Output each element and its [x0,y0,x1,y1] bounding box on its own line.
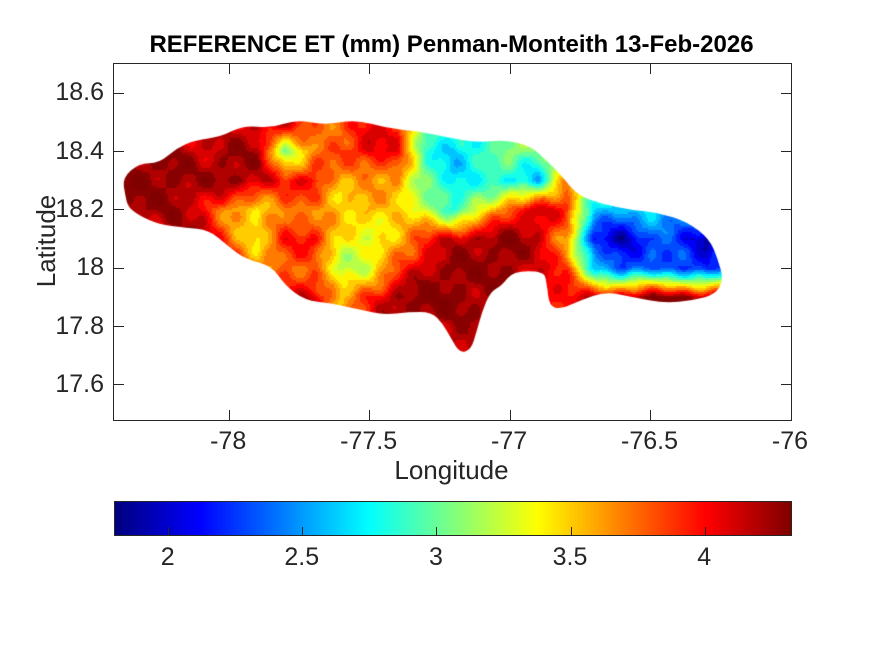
x-tick-mark-bottom [228,410,230,420]
y-tick-label: 17.6 [55,369,104,398]
colorbar-tick-mark [436,527,438,535]
plot-title: REFERENCE ET (mm) Penman-Monteith 13-Feb… [149,31,754,58]
y-tick-mark-right [781,384,791,386]
y-tick-mark-right [781,209,791,211]
colorbar-gradient-canvas [115,502,791,535]
y-tick-mark-right [781,92,791,94]
colorbar-tick-label: 3.5 [552,543,588,571]
plot-area [113,63,792,421]
y-tick-mark-left [114,326,124,328]
x-tick-mark-bottom [509,410,511,420]
x-tick-mark-top [790,64,792,74]
y-tick-label: 18.4 [55,136,104,165]
colorbar-tick-mark [302,527,304,535]
colorbar-tick-mark [704,527,706,535]
x-tick-label: -76.5 [621,427,679,455]
y-tick-mark-right [781,267,791,269]
x-tick-mark-top [369,64,371,74]
x-tick-label: -77 [491,427,528,455]
x-axis-label: Longitude [394,455,509,485]
colorbar-tick-label: 3 [428,543,443,571]
y-tick-mark-left [114,92,124,94]
colorbar-tick-mark [570,527,572,535]
et-heatmap-canvas [114,64,791,420]
colorbar-tick-mark [168,527,170,535]
y-tick-mark-right [781,326,791,328]
x-tick-mark-bottom [650,410,652,420]
x-tick-mark-bottom [369,410,371,420]
y-tick-mark-left [114,209,124,211]
y-tick-mark-left [114,384,124,386]
y-tick-label: 17.8 [55,311,104,340]
x-tick-label: -77.5 [340,427,398,455]
x-tick-mark-top [228,64,230,74]
y-tick-mark-left [114,151,124,153]
colorbar-tick-label: 2.5 [284,543,320,571]
colorbar-tick-label: 4 [697,543,712,571]
x-tick-label: -76 [771,427,809,455]
y-tick-label: 18.6 [55,78,104,107]
colorbar [114,501,792,536]
colorbar-tick-label: 2 [160,543,175,571]
y-tick-mark-left [114,267,124,269]
y-tick-mark-right [781,151,791,153]
x-tick-mark-top [650,64,652,74]
y-tick-label: 18 [76,253,104,282]
x-tick-label: -78 [210,427,247,455]
x-tick-mark-bottom [790,410,792,420]
x-tick-mark-top [509,64,511,74]
y-tick-label: 18.2 [55,194,104,223]
